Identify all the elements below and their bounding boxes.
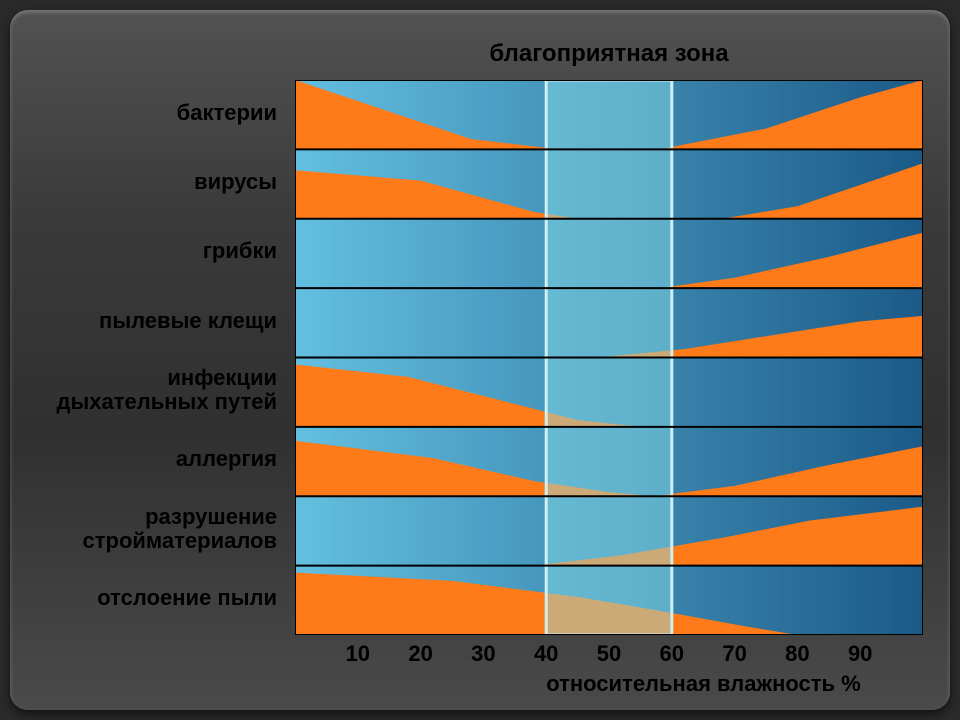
- row-label: аллергия: [10, 447, 277, 471]
- x-tick: 90: [848, 641, 872, 667]
- row-label: инфекциидыхательных путей: [10, 366, 277, 414]
- x-tick: 40: [534, 641, 558, 667]
- x-tick: 70: [722, 641, 746, 667]
- row-label: вирусы: [10, 170, 277, 194]
- x-tick: 60: [660, 641, 684, 667]
- row-label: отслоение пыли: [10, 586, 277, 610]
- x-tick: 30: [471, 641, 495, 667]
- row-label: разрушениестройматериалов: [10, 505, 277, 553]
- row-label: пылевые клещи: [10, 309, 277, 333]
- x-tick: 10: [346, 641, 370, 667]
- x-tick: 20: [408, 641, 432, 667]
- row-label: бактерии: [10, 101, 277, 125]
- chart-frame: благоприятная зона бактерии вирусы грибки п…: [10, 10, 950, 710]
- x-axis-title: относительная влажность %: [546, 671, 861, 697]
- x-tick: 80: [785, 641, 809, 667]
- chart-title: благоприятная зона: [449, 40, 769, 68]
- x-tick: 50: [597, 641, 621, 667]
- row-label: грибки: [10, 239, 277, 263]
- humidity-chart-svg: [295, 80, 923, 635]
